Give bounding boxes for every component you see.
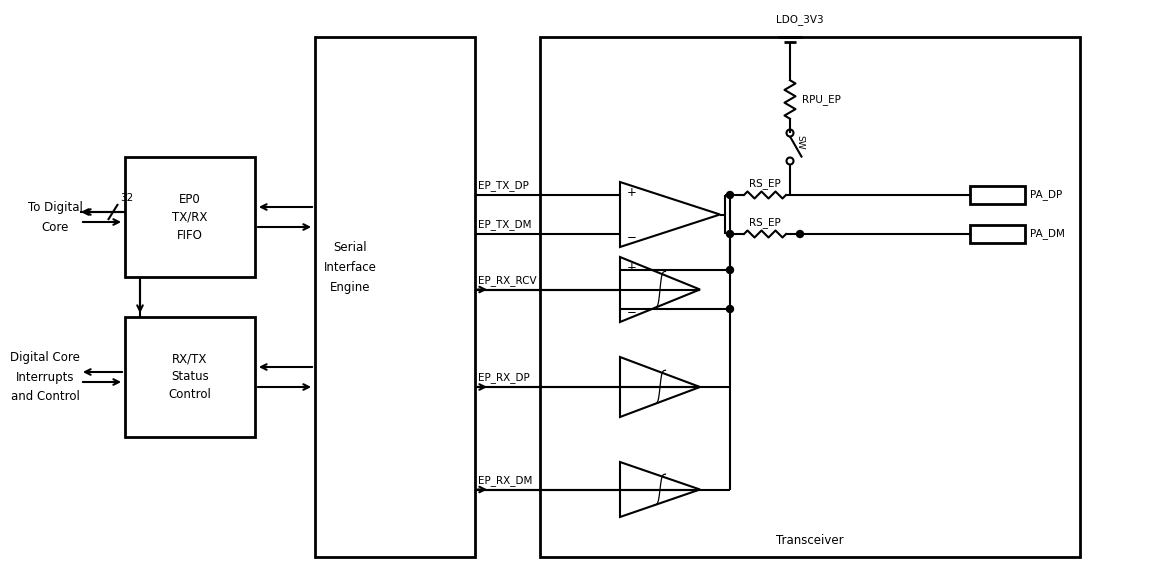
Text: RS_EP: RS_EP bbox=[749, 217, 781, 228]
Text: −: − bbox=[627, 306, 637, 318]
Bar bbox=[125, 157, 255, 277]
Text: Transceiver: Transceiver bbox=[776, 534, 843, 547]
Text: PA_DP: PA_DP bbox=[1030, 190, 1062, 200]
Text: EP_RX_DM: EP_RX_DM bbox=[478, 474, 532, 485]
Text: EP_RX_DP: EP_RX_DP bbox=[478, 372, 530, 383]
Text: Status: Status bbox=[171, 371, 209, 384]
Text: Interface: Interface bbox=[324, 261, 376, 274]
Text: +: + bbox=[627, 261, 637, 274]
Text: FIFO: FIFO bbox=[177, 229, 203, 242]
Text: To Digital: To Digital bbox=[28, 201, 83, 214]
Text: Engine: Engine bbox=[330, 281, 370, 293]
Text: Control: Control bbox=[169, 389, 211, 402]
Text: RX/TX: RX/TX bbox=[172, 353, 207, 365]
Text: TX/RX: TX/RX bbox=[172, 211, 207, 223]
Text: LDO_3V3: LDO_3V3 bbox=[776, 14, 824, 25]
Text: Interrupts: Interrupts bbox=[16, 371, 75, 384]
Bar bbox=[970, 225, 1025, 243]
Text: EP_TX_DP: EP_TX_DP bbox=[478, 180, 529, 191]
Circle shape bbox=[727, 267, 734, 274]
Text: Core: Core bbox=[41, 221, 69, 233]
Text: RPU_EP: RPU_EP bbox=[802, 94, 841, 105]
Text: RS_EP: RS_EP bbox=[749, 178, 781, 189]
Bar bbox=[970, 186, 1025, 204]
Text: 32: 32 bbox=[120, 193, 133, 203]
Text: +: + bbox=[627, 186, 637, 198]
Text: Serial: Serial bbox=[333, 240, 367, 254]
Circle shape bbox=[727, 306, 734, 313]
Circle shape bbox=[727, 230, 734, 237]
Text: EP0: EP0 bbox=[179, 193, 200, 205]
Bar bbox=[315, 37, 475, 557]
Bar bbox=[125, 317, 255, 437]
Text: PA_DM: PA_DM bbox=[1030, 229, 1065, 239]
Circle shape bbox=[797, 230, 804, 237]
Text: SW: SW bbox=[795, 134, 804, 150]
Text: Digital Core: Digital Core bbox=[10, 350, 80, 364]
Text: −: − bbox=[627, 230, 637, 243]
Text: EP_TX_DM: EP_TX_DM bbox=[478, 219, 531, 230]
Text: EP_RX_RCV: EP_RX_RCV bbox=[478, 275, 537, 286]
Bar bbox=[541, 37, 1080, 557]
Text: and Control: and Control bbox=[10, 391, 79, 403]
Circle shape bbox=[727, 191, 734, 198]
